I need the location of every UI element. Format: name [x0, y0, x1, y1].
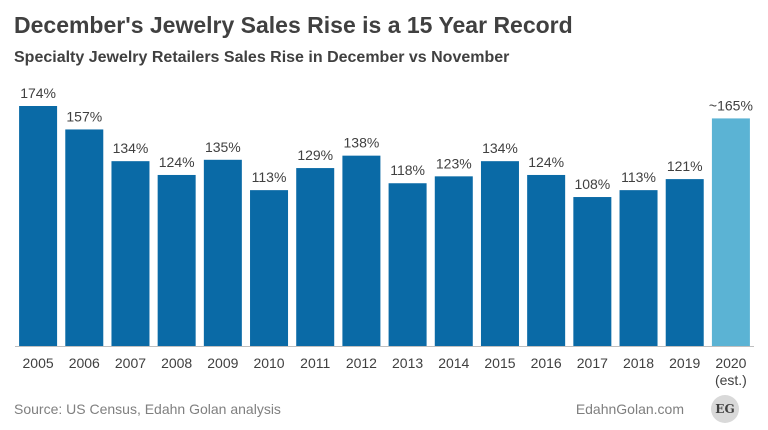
bar-2015 — [480, 161, 519, 346]
bar-2005 — [19, 106, 58, 346]
bar-2013 — [388, 183, 427, 346]
data-label-2005: 174% — [20, 85, 56, 101]
tick-label-2018: 2018 — [623, 355, 654, 371]
bar-2011 — [296, 168, 335, 346]
bar-2016 — [527, 174, 566, 346]
tick-label-2017: 2017 — [577, 355, 608, 371]
bar-2018 — [619, 190, 658, 346]
data-label-2011: 129% — [297, 147, 333, 163]
bar-chart: 174% 2005 157% 2006 134% 2007 124% 2008 135% 2009… — [15, 85, 754, 388]
data-label-2010: 113% — [252, 169, 287, 185]
tick-sublabel-2020: (est.) — [715, 372, 747, 388]
bar-2010 — [250, 190, 289, 346]
brand-logo: EG — [711, 395, 739, 423]
bar-2007 — [111, 161, 150, 346]
data-label-2009: 135% — [205, 139, 241, 155]
logo-text: EG — [715, 402, 735, 416]
bar-2008 — [157, 174, 196, 346]
tick-label-2011: 2011 — [300, 355, 330, 371]
bar-2017 — [573, 197, 612, 346]
data-label-2008: 124% — [159, 154, 195, 170]
source-note: Source: US Census, Edahn Golan analysis — [14, 401, 281, 417]
tick-label-2010: 2010 — [253, 355, 284, 371]
data-label-2015: 134% — [482, 140, 518, 156]
tick-label-2007: 2007 — [115, 355, 146, 371]
data-label-2016: 124% — [528, 154, 564, 170]
data-label-2012: 138% — [344, 135, 380, 151]
tick-label-2008: 2008 — [161, 355, 192, 371]
tick-label-2014: 2014 — [438, 355, 469, 371]
tick-label-2020: 2020 — [715, 355, 746, 371]
tick-label-2009: 2009 — [207, 355, 238, 371]
bar-2019 — [665, 179, 704, 346]
bar-2012 — [342, 155, 381, 346]
data-label-2018: 113% — [621, 169, 656, 185]
data-label-2007: 134% — [113, 140, 149, 156]
data-label-2006: 157% — [66, 108, 102, 124]
tick-label-2012: 2012 — [346, 355, 377, 371]
bar-2006 — [65, 129, 104, 346]
data-label-2014: 123% — [436, 155, 472, 171]
tick-label-2016: 2016 — [531, 355, 562, 371]
data-label-2017: 108% — [574, 176, 610, 192]
tick-label-2019: 2019 — [669, 355, 700, 371]
bar-2009 — [203, 159, 242, 346]
chart-title: December's Jewelry Sales Rise is a 15 Ye… — [14, 12, 573, 38]
chart-subtitle: Specialty Jewelry Retailers Sales Rise i… — [14, 49, 510, 66]
bar-2014 — [434, 176, 473, 346]
tick-label-2005: 2005 — [23, 355, 54, 371]
site-link[interactable]: EdahnGolan.com — [575, 401, 684, 417]
bar-2020 — [711, 118, 750, 347]
tick-label-2013: 2013 — [392, 355, 423, 371]
data-label-2019: 121% — [667, 158, 703, 174]
data-label-2020: ~165% — [709, 97, 753, 113]
tick-label-2015: 2015 — [484, 355, 515, 371]
tick-label-2006: 2006 — [69, 355, 100, 371]
data-label-2013: 118% — [390, 162, 425, 178]
